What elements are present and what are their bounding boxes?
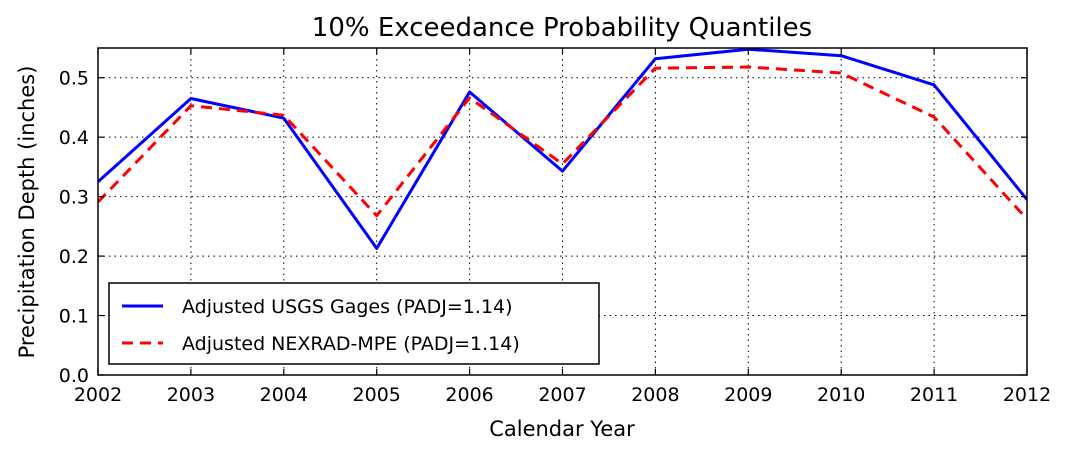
- series-line-2: [98, 65, 1027, 221]
- chart-title: 10% Exceedance Probability Quantiles: [312, 13, 812, 43]
- y-tick-label: 0.2: [59, 246, 89, 268]
- x-tick-label: 2003: [167, 384, 215, 406]
- x-tick-label: 2007: [538, 384, 586, 406]
- y-tick-label: 0.5: [59, 68, 89, 90]
- x-tick-label: 2004: [260, 384, 308, 406]
- x-tick-label: 2010: [817, 384, 865, 406]
- y-tick-label: 0.4: [59, 127, 89, 149]
- x-tick-label: 2005: [353, 384, 401, 406]
- x-axis-label: Calendar Year: [489, 417, 635, 441]
- series-line-1: [98, 48, 1027, 250]
- legend: Adjusted USGS Gages (PADJ=1.14) Adjusted …: [108, 282, 600, 365]
- y-tick-label: 0.3: [59, 187, 89, 209]
- y-axis-label: Precipitation Depth (inches): [15, 66, 39, 359]
- legend-box: [108, 282, 600, 365]
- x-tick-label: 2012: [1003, 384, 1051, 406]
- series-lines: [98, 48, 1027, 250]
- tick-labels: 2002 2003 2004 2005 2006 2007 2008 2009 2010 2011…: [59, 48, 1051, 406]
- x-tick-label: 2006: [445, 384, 493, 406]
- legend-label-1: Adjusted USGS Gages (PADJ=1.14): [182, 296, 513, 318]
- y-tick-label: 0.0: [59, 365, 89, 387]
- x-tick-label: 2011: [910, 384, 958, 406]
- x-tick-label: 2008: [631, 384, 679, 406]
- legend-label-2: Adjusted NEXRAD-MPE (PADJ=1.14): [182, 333, 520, 355]
- x-tick-label: 2009: [724, 384, 772, 406]
- y-tick-label: 0.1: [59, 306, 89, 328]
- x-tick-label: 2002: [74, 384, 122, 406]
